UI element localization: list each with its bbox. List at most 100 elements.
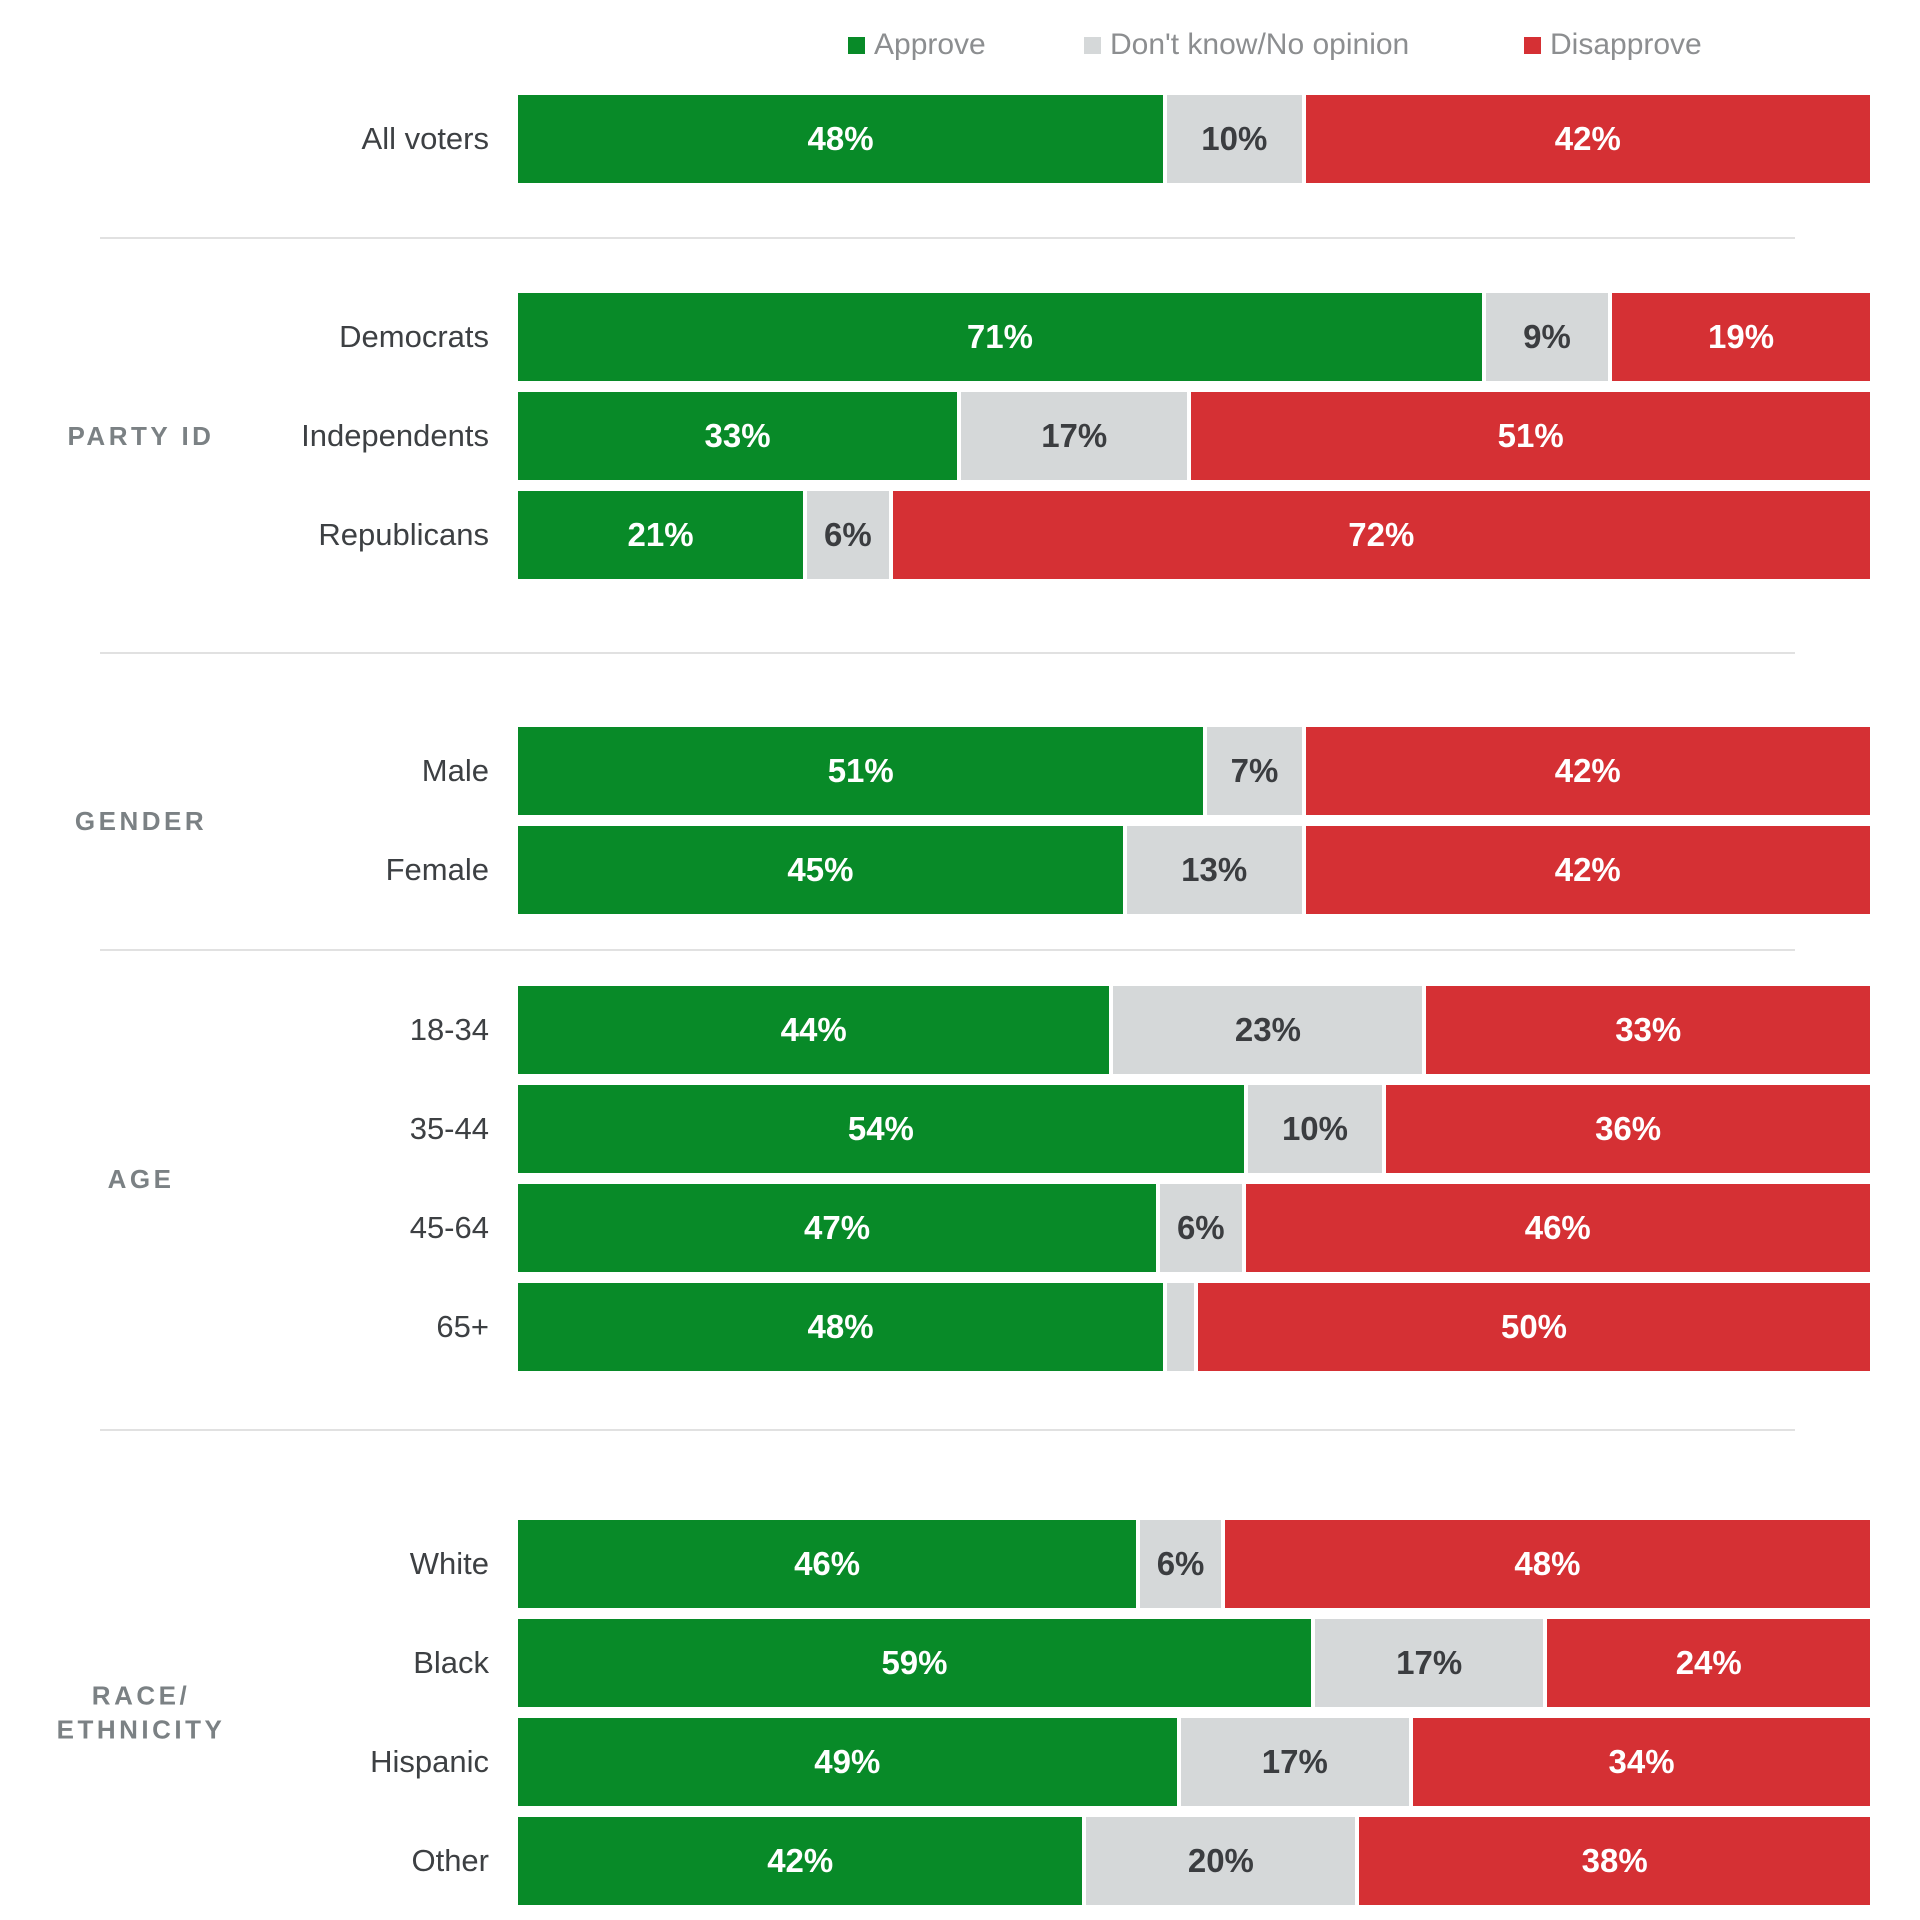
- section-gap: [0, 239, 1920, 293]
- bar-segment-disapprove: 72%: [892, 491, 1870, 579]
- section-divider: [100, 1429, 1795, 1431]
- stacked-bar: 48% 50%: [518, 1283, 1870, 1371]
- section-label: RACE/ETHNICITY: [0, 1678, 282, 1747]
- bar-segment-approve: 45%: [518, 826, 1123, 914]
- bar-segment-no-opinion: 17%: [961, 392, 1188, 480]
- bar-segment-value: 48%: [807, 1308, 874, 1345]
- bar-segment-no-opinion: 6%: [1160, 1184, 1242, 1272]
- legend-item-disapprove: Disapprove: [1524, 27, 1702, 63]
- bar-segment-approve: 48%: [518, 95, 1164, 183]
- bar-segment-no-opinion: 17%: [1314, 1619, 1544, 1707]
- chart-body: All voters 48% 10% 42% PARTY ID Democrats 71% 9…: [0, 95, 1920, 1905]
- bar-segment-disapprove: 34%: [1413, 1718, 1870, 1806]
- bar-segment-value: 9%: [1523, 318, 1571, 355]
- bar-segment-value: 51%: [1497, 417, 1564, 454]
- legend-item-no-opinion: Don't know/No opinion: [1084, 27, 1409, 63]
- bar-segment-value: 24%: [1675, 1644, 1742, 1681]
- bar-segment-no-opinion: [1167, 1283, 1194, 1371]
- bar-segment-value: 59%: [881, 1644, 948, 1681]
- stacked-bar: 59% 17% 24%: [518, 1619, 1870, 1707]
- bar-segment-disapprove: 42%: [1305, 95, 1871, 183]
- bar-segment-disapprove: 42%: [1305, 826, 1870, 914]
- section-divider: [100, 237, 1795, 239]
- section-gender: GENDER Male 51% 7% 42% Female 45% 13% 42%: [0, 727, 1920, 914]
- bar-segment-approve: 51%: [518, 727, 1204, 815]
- bar-segment-disapprove: 33%: [1426, 986, 1870, 1074]
- bar-row: 45-64 47% 6% 46%: [0, 1184, 1920, 1272]
- section-divider: [100, 949, 1795, 951]
- bar-segment-approve: 42%: [518, 1817, 1083, 1905]
- legend-item-approve: Approve: [848, 27, 986, 63]
- section-gap: [0, 654, 1920, 727]
- section-label-line: AGE: [107, 1163, 175, 1194]
- bar-row: Black 59% 17% 24%: [0, 1619, 1920, 1707]
- bar-segment-value: 42%: [767, 1842, 834, 1879]
- bar-segment-value: 54%: [847, 1110, 914, 1147]
- bar-segment-value: 42%: [1554, 752, 1621, 789]
- bar-segment-disapprove: 38%: [1359, 1817, 1870, 1905]
- row-label: Other: [411, 1843, 489, 1878]
- row-label: 18-34: [409, 1012, 489, 1047]
- bar-segment-value: 50%: [1500, 1308, 1568, 1345]
- bar-segment-value: 42%: [1554, 120, 1621, 157]
- section-gap: [0, 1371, 1920, 1429]
- section-gap: [0, 914, 1920, 949]
- section-party-id: PARTY ID Democrats 71% 9% 19% Independents 33%…: [0, 293, 1920, 579]
- bar-segment-value: 46%: [1524, 1209, 1591, 1246]
- bar-segment-value: 10%: [1281, 1110, 1348, 1147]
- bar-segment-disapprove: 46%: [1245, 1184, 1870, 1272]
- bar-segment-value: 38%: [1581, 1842, 1648, 1879]
- section-label-line: GENDER: [74, 805, 208, 836]
- bar-segment-value: 23%: [1234, 1011, 1301, 1048]
- bar-segment-approve: 49%: [518, 1718, 1177, 1806]
- bar-segment-approve: 54%: [518, 1085, 1244, 1173]
- rows: White 46% 6% 48% Black 59% 17% 24% Hispanic 49% 17…: [0, 1520, 1920, 1905]
- section-label: PARTY ID: [0, 419, 282, 453]
- section-label-line: PARTY ID: [67, 420, 215, 451]
- row-label: Female: [385, 852, 489, 887]
- section-divider: [100, 652, 1795, 654]
- legend-swatch-approve-icon: [848, 36, 865, 54]
- bar-row: White 46% 6% 48%: [0, 1520, 1920, 1608]
- row-label: 35-44: [409, 1111, 489, 1146]
- bar-segment-approve: 33%: [518, 392, 958, 480]
- bar-row: Other 42% 20% 38%: [0, 1817, 1920, 1905]
- bar-segment-approve: 59%: [518, 1619, 1311, 1707]
- bar-segment-no-opinion: 6%: [807, 491, 889, 579]
- bar-segment-approve: 44%: [518, 986, 1110, 1074]
- bar-segment-value: 17%: [1261, 1743, 1328, 1780]
- bar-segment-value: 49%: [814, 1743, 881, 1780]
- bar-row: Male 51% 7% 42%: [0, 727, 1920, 815]
- bar-segment-value: 6%: [1176, 1209, 1225, 1246]
- bar-segment-approve: 71%: [518, 293, 1482, 381]
- stacked-bar: 49% 17% 34%: [518, 1718, 1870, 1806]
- row-label: Black: [413, 1645, 489, 1680]
- bar-row: Female 45% 13% 42%: [0, 826, 1920, 914]
- bar-segment-disapprove: 36%: [1386, 1085, 1871, 1173]
- row-label: All voters: [361, 121, 489, 156]
- bar-segment-value: 7%: [1230, 752, 1279, 789]
- bar-segment-value: 6%: [1156, 1545, 1205, 1582]
- bar-segment-value: 33%: [704, 417, 771, 454]
- bar-row: Hispanic 49% 17% 34%: [0, 1718, 1920, 1806]
- section-gap: [0, 579, 1920, 652]
- row-label: Independents: [301, 418, 489, 453]
- bar-row: Independents 33% 17% 51%: [0, 392, 1920, 480]
- stacked-bar: 21% 6% 72%: [518, 491, 1870, 579]
- stacked-bar: 33% 17% 51%: [518, 392, 1870, 480]
- section-label-line: RACE/: [91, 1680, 191, 1711]
- bar-segment-value: 6%: [823, 516, 872, 553]
- bar-segment-value: 42%: [1554, 851, 1621, 888]
- bar-segment-no-opinion: 17%: [1180, 1718, 1410, 1806]
- rows: Democrats 71% 9% 19% Independents 33% 17% 51% Re…: [0, 293, 1920, 579]
- bar-segment-no-opinion: 9%: [1485, 293, 1609, 381]
- section-gap: [0, 951, 1920, 986]
- bar-segment-value: 45%: [787, 851, 854, 888]
- bar-row: Democrats 71% 9% 19%: [0, 293, 1920, 381]
- row-label: Male: [421, 753, 489, 788]
- bar-segment-disapprove: 48%: [1224, 1520, 1870, 1608]
- section-race-ethnicity: RACE/ETHNICITY White 46% 6% 48% Black 59% 17% 24…: [0, 1520, 1920, 1905]
- rows: Male 51% 7% 42% Female 45% 13% 42%: [0, 727, 1920, 914]
- rows: 18-34 44% 23% 33% 35-44 54% 10% 36% 45-64 47% 6% 46…: [0, 986, 1920, 1371]
